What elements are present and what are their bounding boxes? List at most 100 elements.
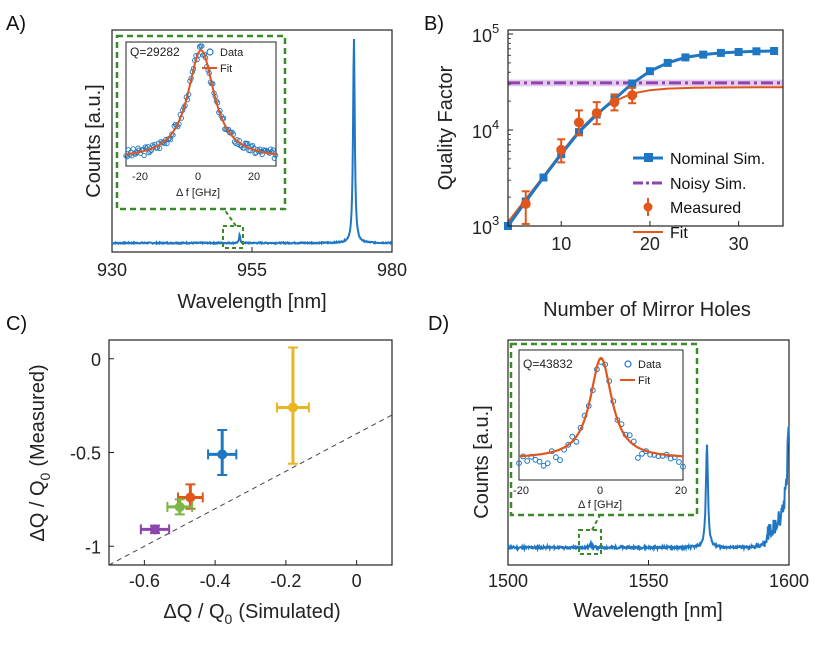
panel-b-nominal-point xyxy=(663,58,672,67)
panel-b-nominal-point xyxy=(752,47,761,56)
panel-d-inset-xlabel: Δ f [GHz] xyxy=(578,499,622,511)
panel-a-inset-data-point xyxy=(199,43,205,49)
panel-a-inset-legend-fit: Fit xyxy=(220,63,232,75)
panel-d-xtick-label: 1600 xyxy=(769,571,809,591)
panel-d-ylabel: Counts [a.u.] xyxy=(471,405,493,518)
panel-c-chart: -0.6 -0.4 -0.2 0 0-0.5-1 ΔQ / Q0 (Simulated)… xyxy=(27,339,393,627)
panel-b-legend-measured: Measured xyxy=(670,200,741,217)
panel-a-inset-legend-data: Data xyxy=(220,47,244,59)
panel-b-legend-fit: Fit xyxy=(670,225,688,242)
panel-a-inset-xtick-2: 20 xyxy=(248,171,260,183)
panel-b-axes xyxy=(507,29,784,227)
panel-d-inset-data-point xyxy=(524,458,531,464)
panel-a-inset-xtick-0: -20 xyxy=(132,171,148,183)
panel-d-inset-fit-line xyxy=(518,356,684,458)
panel-b-noisy-band xyxy=(508,79,783,87)
panel-a-inset-data-point xyxy=(145,143,151,150)
panel-a-zoom-connector xyxy=(223,208,237,227)
panel-a-inset-data-point xyxy=(157,145,163,152)
panel-d-inset-data-point xyxy=(573,439,580,445)
panel-d-inset-data-point xyxy=(553,454,559,461)
panel-b-ytick-exp: 5 xyxy=(492,21,499,36)
panel-b-measured-point xyxy=(520,198,531,209)
panel-c-xtick-label: -0.4 xyxy=(200,571,231,591)
panel-a-zoom-box xyxy=(222,225,244,249)
panel-d-xtick-label: 1500 xyxy=(488,571,528,591)
panel-a-inset-data-point xyxy=(249,142,256,149)
panel-b-ytick-label: 103 xyxy=(472,213,499,238)
panel-d-inset-data-point xyxy=(540,462,547,469)
panel-b-xlabel: Number of Mirror Holes xyxy=(543,299,751,321)
panel-a-xlabel: Wavelength [nm] xyxy=(177,291,326,313)
panel-b-nominal-point xyxy=(628,79,637,88)
panel-d-xlabel: Wavelength [nm] xyxy=(573,600,722,622)
panel-c-ylabel-main: ΔQ / Q xyxy=(27,480,49,541)
panel-a-inset-fit-line xyxy=(125,48,277,156)
panel-d-inset-data-point xyxy=(569,433,576,440)
panel-b-legend-nominal: Nominal Sim. xyxy=(670,151,765,168)
panel-d-inset-xtick-0: -20 xyxy=(513,485,529,497)
panel-b-nominal-point xyxy=(645,67,654,76)
panel-a-chart: 930 955 980 Wavelength [nm] Counts [a.u.] … xyxy=(83,29,407,313)
panel-b-ytick-exp: 3 xyxy=(492,213,499,228)
panel-d-label: D) xyxy=(428,313,449,335)
panel-a-inset-data-point xyxy=(267,146,274,152)
panel-c-xlabel: ΔQ / Q0 (Simulated) xyxy=(163,601,340,627)
panel-c-xlabel-tail: (Simulated) xyxy=(238,601,340,623)
panel-d-inset-xtick-1: 0 xyxy=(597,485,603,497)
panel-b-measured-point xyxy=(591,108,602,119)
panel-c-ylabel-tail: (Measured) xyxy=(27,364,49,466)
panel-d-inset-legend-data: Data xyxy=(638,359,662,371)
panel-a-inset-data-point xyxy=(233,140,239,147)
panel-b-xtick-label: 10 xyxy=(551,234,571,254)
panel-d-spectrum-line xyxy=(507,426,790,553)
panel-d-inset-data-point xyxy=(635,455,641,461)
panel-c-x-ticks: -0.6 -0.4 -0.2 0 xyxy=(129,560,362,591)
panel-a-inset-data-point xyxy=(272,152,279,158)
panel-c-point xyxy=(174,501,185,512)
panel-d-xtick-label: 1550 xyxy=(628,571,668,591)
panel-a-inset-axes xyxy=(125,41,277,167)
panel-c-xlabel-main: ΔQ / Q xyxy=(163,601,224,623)
panel-a-spectrum-line xyxy=(111,38,393,246)
panel-b-nominal-point xyxy=(539,173,548,182)
panel-b-xtick-label: 20 xyxy=(640,234,660,254)
panel-d-inset-data-point xyxy=(565,441,572,448)
panel-c-points xyxy=(139,346,310,535)
panel-c-label: C) xyxy=(6,313,27,335)
panel-a-inset-data-point xyxy=(169,131,175,137)
panel-b-ytick-label: 105 xyxy=(472,21,499,46)
panel-c-xtick-label: 0 xyxy=(352,571,362,591)
panel-b-x-ticks: 10 20 30 xyxy=(551,221,749,254)
panel-a-label: A) xyxy=(6,13,26,35)
panel-c-xlabel-sub: 0 xyxy=(225,611,233,627)
panel-b-legend-measured-marker xyxy=(643,202,653,212)
panel-d-inset-data-point xyxy=(557,457,563,464)
panel-d-chart: 1500 1550 1600 Wavelength [nm] Counts [a.u… xyxy=(471,339,809,622)
panel-a-inset-data-point xyxy=(245,140,251,147)
panel-a-inset-data-point xyxy=(142,144,148,150)
panel-b-ytick-base: 10 xyxy=(472,26,492,46)
panel-c-point xyxy=(287,402,298,413)
panel-b-measured-point xyxy=(573,117,584,128)
panel-c-ytick-label: -1 xyxy=(85,537,101,557)
panel-b-ytick-exp: 4 xyxy=(492,117,499,132)
panel-b-measured-point xyxy=(627,90,638,101)
panel-a-inset-xlabel: Δ f [GHz] xyxy=(176,187,220,199)
panel-a-inset-data-point xyxy=(167,136,174,143)
panel-b-legend-nominal-marker xyxy=(644,153,653,162)
panel-d-inset-data-point xyxy=(639,450,645,457)
panel-c-ylabel: ΔQ / Q0 (Measured) xyxy=(27,364,53,541)
panel-a-inset-xtick-1: 0 xyxy=(195,171,201,183)
panel-b-nominal-point xyxy=(699,50,708,59)
panel-a-inset-data-point xyxy=(164,140,170,147)
panel-c-diagonal-line xyxy=(108,414,393,566)
panel-d-inset-data-point xyxy=(676,459,682,465)
panel-c-point xyxy=(217,449,228,460)
panel-c-ytick-label: 0 xyxy=(91,350,101,370)
panel-d-inset-q: Q=43832 xyxy=(523,357,573,371)
panel-b-label: B) xyxy=(424,13,444,35)
